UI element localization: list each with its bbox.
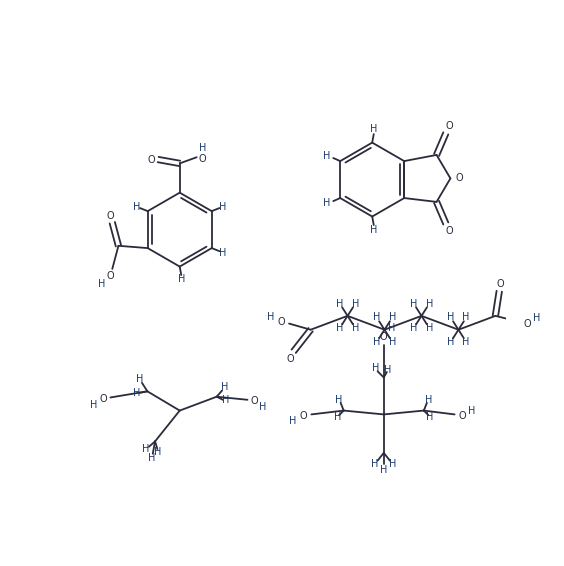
Text: H: H: [351, 323, 359, 333]
Text: H: H: [389, 312, 396, 323]
Text: H: H: [142, 444, 149, 454]
Text: O: O: [300, 411, 307, 421]
Text: H: H: [425, 323, 433, 333]
Text: H: H: [136, 374, 143, 384]
Text: O: O: [107, 211, 114, 221]
Text: H: H: [373, 312, 381, 323]
Text: H: H: [289, 415, 297, 426]
Text: O: O: [147, 155, 155, 165]
Text: H: H: [384, 365, 391, 375]
Text: H: H: [323, 152, 331, 161]
Text: H: H: [425, 298, 433, 308]
Text: H: H: [462, 337, 470, 347]
Text: H: H: [380, 465, 387, 475]
Text: H: H: [351, 298, 359, 308]
Text: H: H: [90, 400, 97, 410]
Text: H: H: [267, 312, 274, 323]
Text: O: O: [456, 173, 464, 183]
Text: H: H: [133, 201, 140, 212]
Text: H: H: [462, 312, 470, 323]
Text: H: H: [259, 402, 267, 413]
Text: H: H: [370, 225, 377, 235]
Text: O: O: [445, 226, 453, 236]
Text: H: H: [98, 279, 105, 289]
Text: H: H: [155, 447, 162, 457]
Text: H: H: [336, 323, 343, 333]
Text: H: H: [178, 274, 185, 284]
Text: O: O: [100, 394, 107, 404]
Text: O: O: [380, 332, 387, 342]
Text: H: H: [334, 411, 341, 422]
Text: H: H: [389, 458, 396, 469]
Text: H: H: [388, 323, 395, 333]
Text: O: O: [250, 396, 258, 406]
Text: H: H: [410, 298, 417, 308]
Text: O: O: [199, 154, 206, 164]
Text: H: H: [389, 337, 396, 347]
Text: H: H: [323, 198, 331, 208]
Text: H: H: [372, 363, 379, 373]
Text: H: H: [336, 298, 343, 308]
Text: H: H: [222, 395, 230, 405]
Text: O: O: [287, 354, 294, 364]
Text: O: O: [107, 271, 114, 281]
Text: H: H: [373, 337, 381, 347]
Text: O: O: [277, 317, 285, 327]
Text: H: H: [221, 383, 228, 392]
Text: H: H: [336, 395, 343, 405]
Text: H: H: [447, 312, 455, 323]
Text: O: O: [445, 121, 453, 131]
Text: H: H: [447, 337, 455, 347]
Text: H: H: [426, 411, 434, 422]
Text: O: O: [497, 278, 505, 289]
Text: H: H: [410, 323, 417, 333]
Text: H: H: [133, 388, 140, 398]
Text: H: H: [370, 124, 377, 134]
Text: H: H: [219, 248, 226, 258]
Text: H: H: [425, 395, 432, 405]
Text: H: H: [219, 201, 226, 212]
Text: H: H: [148, 453, 156, 464]
Text: H: H: [534, 313, 541, 323]
Text: H: H: [371, 458, 378, 469]
Text: O: O: [524, 319, 531, 328]
Text: H: H: [199, 143, 206, 153]
Text: H: H: [468, 406, 475, 415]
Text: O: O: [459, 411, 466, 421]
